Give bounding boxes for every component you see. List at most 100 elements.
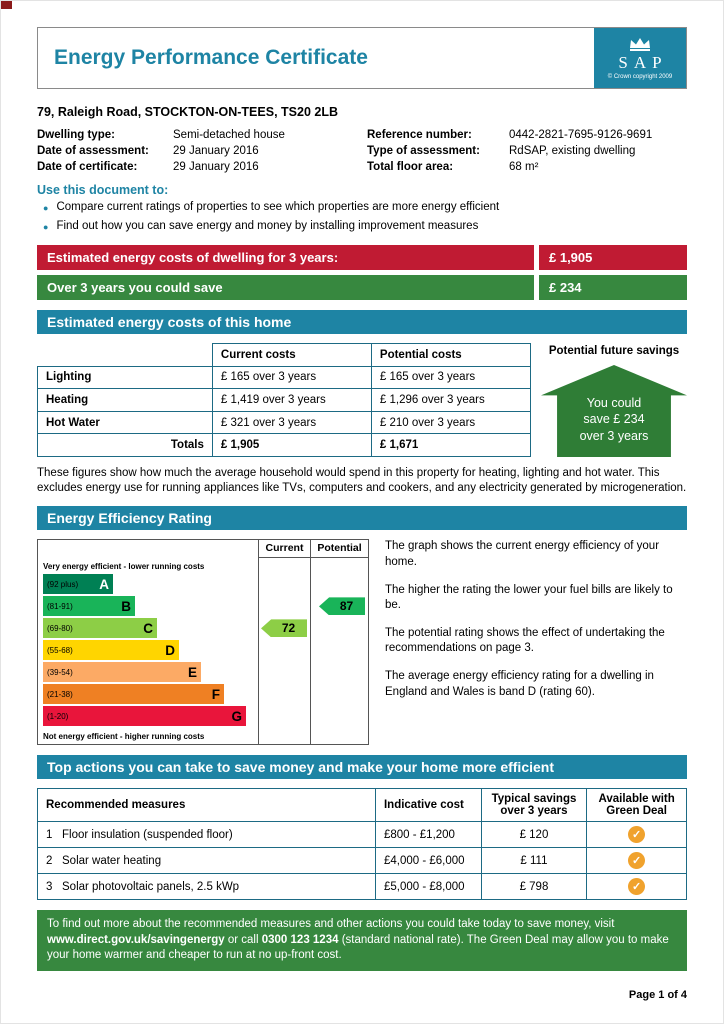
green-deal-check-icon: ✓ bbox=[628, 826, 646, 844]
cost-row-label: Heating bbox=[37, 388, 213, 412]
rating-paragraph: The graph shows the current energy effic… bbox=[385, 540, 660, 568]
measure-savings: £ 120 bbox=[480, 821, 588, 849]
detail-row: Date of assessment: 29 January 2016 bbox=[37, 145, 367, 157]
measure-cell: 3 Solar photovoltaic panels, 2.5 kWp bbox=[37, 873, 376, 901]
section-banner-costs: Estimated energy costs of this home bbox=[37, 310, 687, 334]
savings-arrow-line: over 3 years bbox=[579, 428, 649, 443]
costs-blank-header bbox=[38, 344, 213, 367]
band-letter: E bbox=[187, 664, 197, 680]
sap-logo-letters: SAP bbox=[618, 52, 668, 72]
totals-label: Totals bbox=[37, 433, 213, 457]
cost-row-label: Hot Water bbox=[37, 410, 213, 435]
rating-row: Current Potential Very energy efficient … bbox=[37, 539, 687, 746]
rating-paragraph: The potential rating shows the effect of… bbox=[385, 627, 665, 655]
footer-text: (standard national rate). The Green Deal… bbox=[47, 933, 669, 962]
costs-note: These figures show how much the average … bbox=[37, 467, 687, 495]
chart-potential-column: 87 bbox=[310, 558, 368, 745]
band-letter: A bbox=[99, 576, 109, 592]
table-row: Lighting £ 165 over 3 years £ 165 over 3… bbox=[37, 365, 532, 390]
chart-potential-header: Potential bbox=[310, 540, 368, 559]
current-rating-value: 72 bbox=[281, 621, 296, 636]
savings-banner: Over 3 years you could save £ 234 bbox=[37, 275, 687, 300]
detail-value: 68 m² bbox=[509, 161, 539, 173]
band-letter: B bbox=[121, 598, 131, 614]
measure-cost: £5,000 - £8,000 bbox=[374, 873, 482, 901]
section-banner-rating: Energy Efficiency Rating bbox=[37, 506, 687, 531]
rating-band: (69-80) C bbox=[38, 618, 258, 640]
band-bar-e: (39-54) E bbox=[43, 662, 201, 683]
footer-text: or call bbox=[224, 933, 262, 946]
cost-potential-value: £ 210 over 3 years bbox=[370, 410, 532, 435]
chart-current-header: Current bbox=[258, 540, 310, 559]
bullet-icon: ● bbox=[43, 203, 49, 213]
more-info-box: To find out more about the recommended m… bbox=[37, 910, 687, 971]
estimated-costs-label: Estimated energy costs of dwelling for 3… bbox=[37, 245, 534, 270]
measure-cell: 2 Solar water heating bbox=[37, 847, 376, 875]
detail-label: Total floor area: bbox=[367, 161, 454, 173]
table-row: Hot Water £ 321 over 3 years £ 210 over … bbox=[37, 410, 532, 435]
cost-potential-value: £ 1,296 over 3 years bbox=[370, 388, 532, 412]
savings-arrow-line: You could bbox=[586, 396, 642, 410]
rating-paragraph: The average energy efficiency rating for… bbox=[385, 670, 654, 698]
green-deal-check-icon: ✓ bbox=[628, 878, 646, 896]
section-banner-actions: Top actions you can take to save money a… bbox=[37, 755, 687, 780]
measure-name: Solar water heating bbox=[62, 854, 162, 867]
savings-banner-label: Over 3 years you could save bbox=[37, 275, 534, 300]
costs-current-header: Current costs bbox=[211, 343, 372, 367]
detail-row: Reference number: 0442-2821-7695-9126-969… bbox=[367, 129, 652, 141]
bullet-icon: ● bbox=[43, 222, 49, 232]
property-details: Dwelling type: Semi-detached house Date o… bbox=[37, 129, 687, 173]
green-deal-cell: ✓ bbox=[586, 847, 687, 875]
measure-number: 3 bbox=[46, 880, 53, 893]
chart-top-label: Very energy efficient - lower running co… bbox=[43, 562, 205, 572]
use-document-section: Use this document to: ● Compare current … bbox=[37, 183, 687, 235]
cost-potential-value: £ 165 over 3 years bbox=[370, 365, 532, 390]
cost-row-label: Lighting bbox=[37, 365, 213, 390]
action-row: 3 Solar photovoltaic panels, 2.5 kWp £5,0… bbox=[37, 873, 687, 901]
cost-banners: Estimated energy costs of dwelling for 3… bbox=[37, 245, 687, 300]
savings-arrow-line: save £ 234 bbox=[583, 412, 645, 427]
bullet-item: ● Compare current ratings of properties … bbox=[37, 201, 687, 216]
bullet-text: Compare current ratings of properties to… bbox=[56, 201, 500, 213]
costs-table: Current costs Potential costs Lighting £… bbox=[37, 343, 532, 457]
potential-rating-value: 87 bbox=[339, 599, 354, 614]
chart-body: Very energy efficient - lower running co… bbox=[38, 558, 368, 745]
totals-current-value: £ 1,905 bbox=[211, 433, 372, 457]
rating-description: The graph shows the current energy effic… bbox=[385, 539, 687, 745]
detail-value: 29 January 2016 bbox=[173, 145, 259, 157]
corner-mark bbox=[1, 1, 12, 9]
actions-savings-header: Typical savings over 3 years bbox=[480, 788, 588, 823]
costs-header-row: Current costs Potential costs bbox=[38, 343, 532, 367]
measure-name: Floor insulation (suspended floor) bbox=[62, 828, 233, 841]
savings-heading: Potential future savings bbox=[548, 345, 680, 357]
band-bar-g: (1-20) G bbox=[43, 706, 246, 727]
measure-cost: £800 - £1,200 bbox=[374, 821, 482, 849]
footer-url: www.direct.gov.uk/savingenergy bbox=[47, 933, 225, 946]
green-deal-cell: ✓ bbox=[586, 873, 687, 901]
cost-current-value: £ 165 over 3 years bbox=[211, 365, 372, 390]
actions-cost-header: Indicative cost bbox=[374, 788, 482, 823]
savings-arrow: You could save £ 234 over 3 years bbox=[541, 365, 687, 457]
detail-row: Dwelling type: Semi-detached house bbox=[37, 129, 367, 141]
footer-text: To find out more about the recommended m… bbox=[47, 918, 615, 931]
current-rating-pointer: 72 bbox=[261, 619, 307, 638]
detail-label: Type of assessment: bbox=[367, 145, 480, 157]
details-left-column: Dwelling type: Semi-detached house Date o… bbox=[37, 129, 367, 173]
band-bar-c: (69-80) C bbox=[43, 618, 157, 639]
detail-row: Total floor area: 68 m² bbox=[367, 161, 652, 173]
band-letter: F bbox=[211, 686, 220, 702]
action-row: 2 Solar water heating £4,000 - £6,000 £ 1… bbox=[37, 847, 687, 875]
details-right-column: Reference number: 0442-2821-7695-9126-969… bbox=[367, 129, 652, 173]
rating-band: (21-38) F bbox=[38, 684, 258, 706]
footer-phone: 0300 123 1234 bbox=[261, 933, 339, 946]
detail-value: 0442-2821-7695-9126-9691 bbox=[509, 129, 653, 141]
rating-bands: Very energy efficient - lower running co… bbox=[38, 558, 258, 744]
detail-label: Date of assessment: bbox=[37, 145, 149, 157]
rating-band: (81-91) B bbox=[38, 596, 258, 618]
band-letter: G bbox=[231, 708, 242, 724]
band-range: (1-20) bbox=[47, 711, 69, 721]
measure-savings: £ 111 bbox=[480, 847, 588, 875]
estimated-costs-value: £ 1,905 bbox=[539, 245, 687, 270]
property-address: 79, Raleigh Road, STOCKTON-ON-TEES, TS20… bbox=[37, 105, 338, 119]
